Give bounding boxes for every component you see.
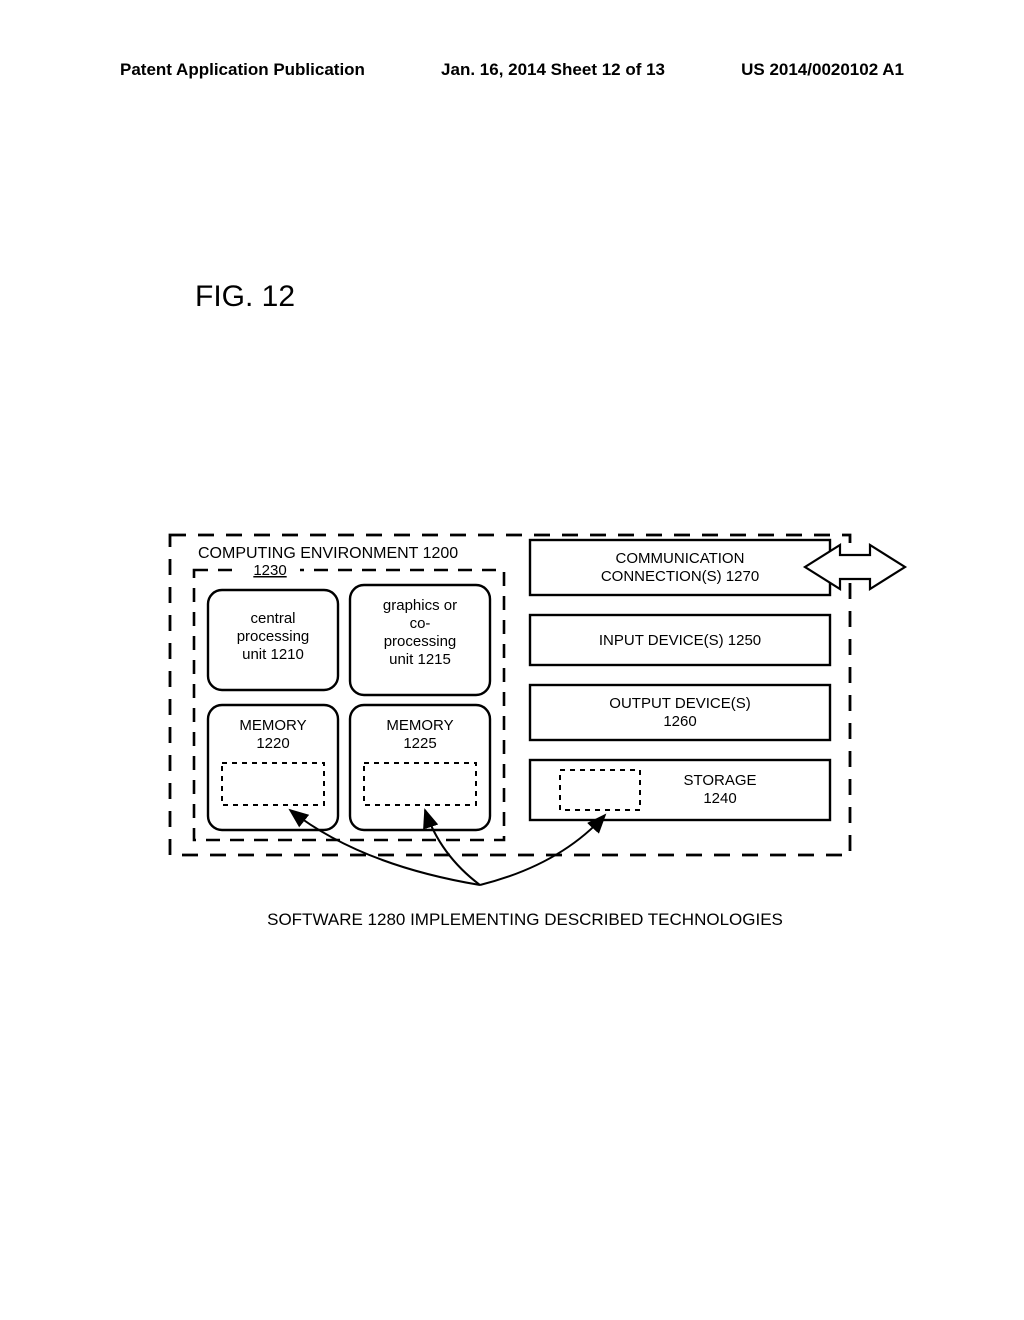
- comm-text-1: COMMUNICATION: [616, 550, 745, 567]
- figure-title: FIG. 12: [195, 280, 295, 314]
- header-center: Jan. 16, 2014 Sheet 12 of 13: [441, 60, 665, 80]
- gpu-text-4: unit 1215: [389, 651, 451, 668]
- gpu-text-2: co-: [410, 615, 431, 632]
- mem1-text-1: MEMORY: [239, 717, 306, 734]
- cpu-text-2: processing: [237, 628, 310, 645]
- header-left: Patent Application Publication: [120, 60, 365, 80]
- cpu-text-1: central: [250, 610, 295, 627]
- storage-text-2: 1240: [703, 790, 736, 807]
- page: Patent Application Publication Jan. 16, …: [0, 0, 1024, 1320]
- diagram: COMPUTING ENVIRONMENT 1200 1230 central …: [160, 525, 880, 905]
- output-text-1: OUTPUT DEVICE(S): [609, 695, 750, 712]
- mem1-text-2: 1220: [256, 735, 289, 752]
- inner-1230-label: 1230: [253, 562, 286, 579]
- gpu-text-1: graphics or: [383, 597, 457, 614]
- input-text: INPUT DEVICE(S) 1250: [599, 632, 761, 649]
- gpu-text-3: processing: [384, 633, 457, 650]
- env-label: COMPUTING ENVIRONMENT 1200: [198, 545, 458, 562]
- mem2-text-1: MEMORY: [386, 717, 453, 734]
- storage-text-1: STORAGE: [683, 772, 756, 789]
- page-header: Patent Application Publication Jan. 16, …: [0, 60, 1024, 80]
- comm-text-2: CONNECTION(S) 1270: [601, 568, 759, 585]
- mem2-text-2: 1225: [403, 735, 436, 752]
- header-right: US 2014/0020102 A1: [741, 60, 904, 80]
- software-caption: SOFTWARE 1280 IMPLEMENTING DESCRIBED TEC…: [165, 910, 885, 930]
- arrow-to-storage: [480, 815, 605, 885]
- output-text-2: 1260: [663, 713, 696, 730]
- cpu-text-3: unit 1210: [242, 646, 304, 663]
